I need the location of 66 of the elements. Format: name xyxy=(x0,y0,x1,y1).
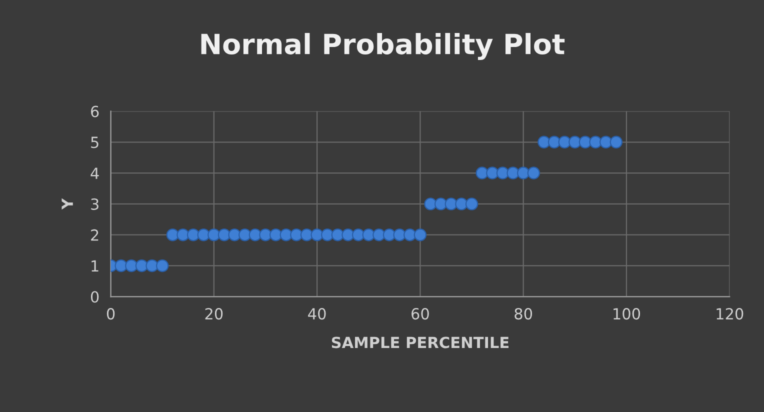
point xyxy=(228,228,241,242)
point xyxy=(568,136,582,149)
point xyxy=(589,136,602,149)
x-axis-title: SAMPLE PERCENTILE xyxy=(332,336,508,348)
point xyxy=(259,228,272,242)
point xyxy=(455,198,468,210)
point xyxy=(208,228,220,242)
point xyxy=(372,228,386,242)
point xyxy=(486,166,499,180)
x-tick-label: 40 xyxy=(308,308,326,320)
y-axis-title: Y xyxy=(62,198,73,210)
point xyxy=(146,259,158,272)
y-tick-label: 0 xyxy=(90,291,99,303)
point xyxy=(269,228,282,242)
x-tick-label: 100 xyxy=(614,308,640,320)
point xyxy=(496,166,510,180)
chart-title: Normal Probability Plot xyxy=(201,32,565,60)
point xyxy=(610,136,623,149)
point xyxy=(135,259,148,272)
point xyxy=(186,228,200,242)
point xyxy=(382,228,396,242)
point xyxy=(166,228,180,242)
point xyxy=(331,228,344,242)
y-tick-label: 3 xyxy=(91,198,98,210)
point xyxy=(424,198,437,210)
point xyxy=(465,198,478,210)
y-tick-label: 1 xyxy=(92,260,98,272)
point xyxy=(527,166,540,180)
point xyxy=(506,166,520,180)
point xyxy=(125,259,138,272)
point xyxy=(238,228,252,242)
point xyxy=(342,228,354,242)
x-tick-label: 0 xyxy=(106,308,115,320)
point xyxy=(516,166,530,180)
point xyxy=(444,198,458,210)
point xyxy=(434,198,448,210)
point xyxy=(248,228,262,242)
point xyxy=(352,228,365,242)
y-tick-label: 2 xyxy=(91,229,98,241)
point xyxy=(393,228,406,242)
point xyxy=(280,228,292,242)
x-tick-label: 60 xyxy=(412,308,429,320)
point xyxy=(218,228,231,242)
y-tick-label: 6 xyxy=(91,106,99,118)
point xyxy=(548,136,561,149)
point xyxy=(476,166,488,180)
point xyxy=(404,228,416,242)
point xyxy=(558,136,571,149)
point xyxy=(156,259,169,272)
x-tick-label: 20 xyxy=(205,308,223,320)
point xyxy=(197,228,210,242)
point xyxy=(300,228,314,242)
point xyxy=(321,228,334,242)
y-tick-label: 5 xyxy=(91,136,98,148)
x-tick-label: 120 xyxy=(716,308,744,320)
point xyxy=(114,259,128,272)
point xyxy=(176,228,190,242)
point xyxy=(414,228,427,242)
point xyxy=(362,228,375,242)
point xyxy=(599,136,612,149)
point xyxy=(578,136,592,149)
point xyxy=(538,136,550,149)
y-tick-label: 4 xyxy=(90,168,99,179)
point xyxy=(290,228,303,242)
point xyxy=(310,228,324,242)
x-tick-label: 80 xyxy=(514,308,532,320)
